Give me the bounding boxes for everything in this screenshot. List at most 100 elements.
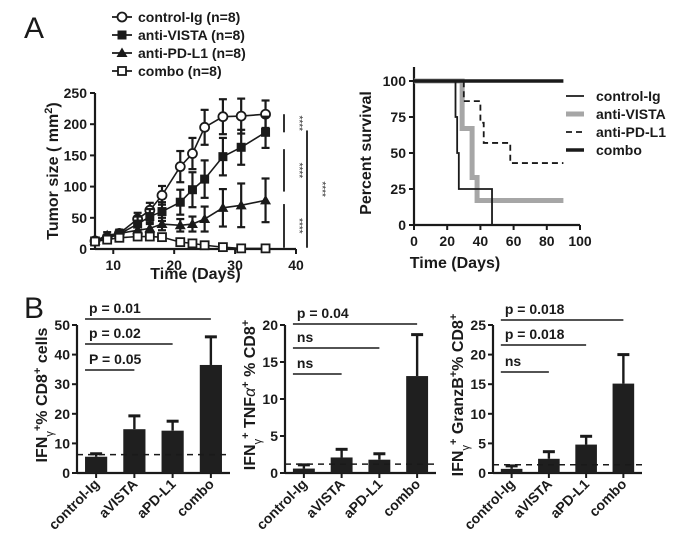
series-3: [90, 231, 271, 254]
y-tick-label: 100: [383, 73, 407, 89]
survival-curve-1: [414, 78, 564, 204]
legend-label: control-Ig: [596, 88, 661, 104]
comparison-label: p = 0.04: [297, 305, 349, 321]
legend-label: anti-VISTA: [596, 106, 666, 122]
x-tick-label: 60: [506, 233, 522, 249]
data-point: [157, 232, 167, 243]
data-point: [235, 110, 247, 122]
y-tick-label: 75: [390, 109, 406, 125]
y-tick-label: 250: [64, 85, 88, 101]
y-tick-label: 0: [79, 241, 87, 257]
y-axis-label: IFNγ+ TNFα+ % CD8+: [240, 320, 264, 470]
y-tick-label: 50: [390, 145, 406, 161]
significance-stars: ****: [293, 115, 304, 131]
data-point: [175, 237, 186, 248]
data-point: [236, 142, 246, 152]
x-tick-label: combo: [173, 476, 217, 520]
x-tick-label: 80: [539, 233, 555, 249]
y-axis-label: IFNγ+ GranzB+% CD8+: [448, 314, 472, 477]
x-tick-label: 30: [227, 257, 243, 273]
data-point: [174, 161, 186, 173]
x-tick-label: aVISTA: [95, 476, 140, 521]
data-point: [187, 238, 198, 249]
data-point: [156, 218, 168, 229]
data-point: [156, 189, 168, 201]
y-tick-label: 10: [54, 435, 70, 451]
x-tick-label: 40: [473, 233, 489, 249]
data-point: [145, 212, 155, 222]
data-point: [260, 243, 271, 254]
x-tick-label: control-Ig: [461, 476, 518, 533]
comparison-label: P = 0.05: [89, 351, 142, 367]
x-tick-label: combo: [586, 476, 630, 520]
x-tick-label: control-Ig: [45, 476, 102, 533]
y-tick-label: 0: [478, 465, 486, 481]
bar: [123, 429, 146, 473]
data-point: [235, 199, 247, 210]
data-point: [218, 152, 228, 162]
y-tick-label: 150: [64, 147, 88, 163]
legend-marker: [116, 47, 128, 57]
x-tick-label: 10: [105, 257, 121, 273]
data-point: [102, 234, 113, 245]
bar: [330, 457, 353, 473]
y-axis-label: Tumor size ( mm2): [43, 102, 62, 239]
bar: [199, 364, 222, 473]
data-point: [187, 148, 198, 159]
bar: [368, 459, 391, 473]
y-axis-label: IFNγ+% CD8+ cells: [32, 327, 56, 462]
data-point: [260, 194, 272, 205]
data-point: [144, 231, 155, 242]
legend-marker: [116, 11, 128, 23]
y-tick-label: 20: [54, 406, 70, 422]
legend-label: combo (n=8): [138, 63, 222, 79]
x-tick-label: aPD-L1: [340, 476, 386, 522]
legend-marker: [117, 30, 127, 40]
data-point: [199, 240, 210, 251]
y-tick-label: 10: [470, 406, 486, 422]
bar: [161, 430, 184, 473]
data-point: [114, 232, 125, 243]
survival-chart: 0 25 50 75 100 0 20 40 60 80 100 Time (Days) Percent…: [358, 67, 666, 272]
comparison-label: ns: [505, 353, 522, 369]
comparison-label: p = 0.02: [89, 325, 141, 341]
comparison-label: p = 0.018: [505, 301, 565, 317]
significance-stars: ****: [293, 218, 304, 234]
data-point: [217, 202, 229, 212]
x-tick-label: 20: [166, 257, 182, 273]
x-tick-label: 100: [568, 233, 592, 249]
bar: [538, 458, 560, 473]
y-tick-label: 5: [478, 435, 486, 451]
x-tick-label: aPD-L1: [547, 476, 593, 522]
comparison-label: p = 0.01: [89, 300, 141, 316]
y-axis-label: Percent survival: [358, 91, 375, 215]
survival-curve-0: [414, 80, 493, 225]
data-point: [175, 197, 185, 207]
y-tick-label: 5: [270, 428, 278, 444]
panel-label-b: B: [24, 292, 44, 325]
data-point: [174, 219, 186, 230]
data-point: [261, 127, 271, 137]
comparison-label: p = 0.018: [505, 326, 565, 342]
legend-label: control-Ig (n=8): [138, 9, 240, 25]
data-point: [199, 213, 211, 224]
bar: [575, 444, 597, 473]
legend-label: anti-VISTA (n=8): [138, 27, 245, 43]
x-tick-label: 0: [410, 233, 418, 249]
bar: [292, 468, 315, 473]
data-point: [236, 243, 247, 254]
significance-stars: ****: [316, 181, 327, 197]
x-tick-label: 40: [288, 257, 304, 273]
data-point: [187, 185, 197, 195]
data-point: [199, 121, 211, 133]
bar: [85, 456, 108, 473]
x-tick-label: aVISTA: [303, 476, 348, 521]
y-tick-label: 100: [64, 179, 88, 195]
y-tick-label: 50: [54, 317, 70, 333]
data-point: [90, 236, 100, 247]
comparison-label: ns: [297, 355, 314, 371]
